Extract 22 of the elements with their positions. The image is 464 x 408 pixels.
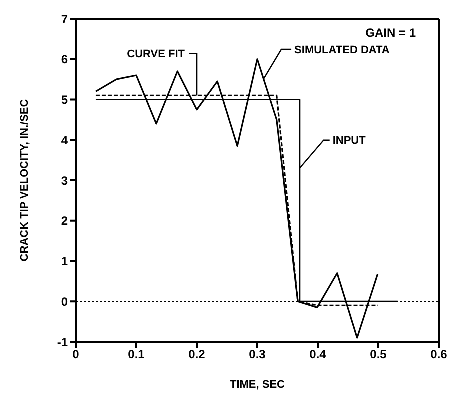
- y-tick-label: 6: [61, 52, 68, 67]
- annotation: GAIN = 1: [366, 26, 416, 40]
- x-tick-label: 0.5: [370, 348, 388, 362]
- x-tick-label: 0.3: [249, 348, 266, 362]
- x-tick-label: 0: [72, 348, 80, 362]
- y-tick-label: -1: [57, 335, 68, 350]
- x-axis-title: TIME, SEC: [230, 379, 286, 391]
- x-tick-label: 0.1: [128, 348, 146, 362]
- y-tick-label: 7: [61, 12, 68, 26]
- x-tick-label: 0.6: [430, 348, 448, 362]
- annotation: INPUT: [332, 135, 366, 148]
- x-tick-label: 0.2: [188, 348, 206, 362]
- annotation: SIMULATED DATA: [294, 44, 390, 56]
- y-tick-label: 5: [61, 93, 68, 108]
- y-tick-label: 3: [61, 174, 68, 188]
- y-tick-label: 2: [61, 214, 68, 228]
- x-tick-label: 0.4: [310, 348, 327, 362]
- y-tick-label: 1: [61, 254, 68, 269]
- y-axis-title: CRACK TIP VELOCITY, IN./SEC: [18, 99, 31, 262]
- annotation: CURVE FIT: [127, 48, 186, 61]
- y-tick-label: 0: [61, 294, 68, 309]
- y-tick-label: 4: [61, 133, 68, 148]
